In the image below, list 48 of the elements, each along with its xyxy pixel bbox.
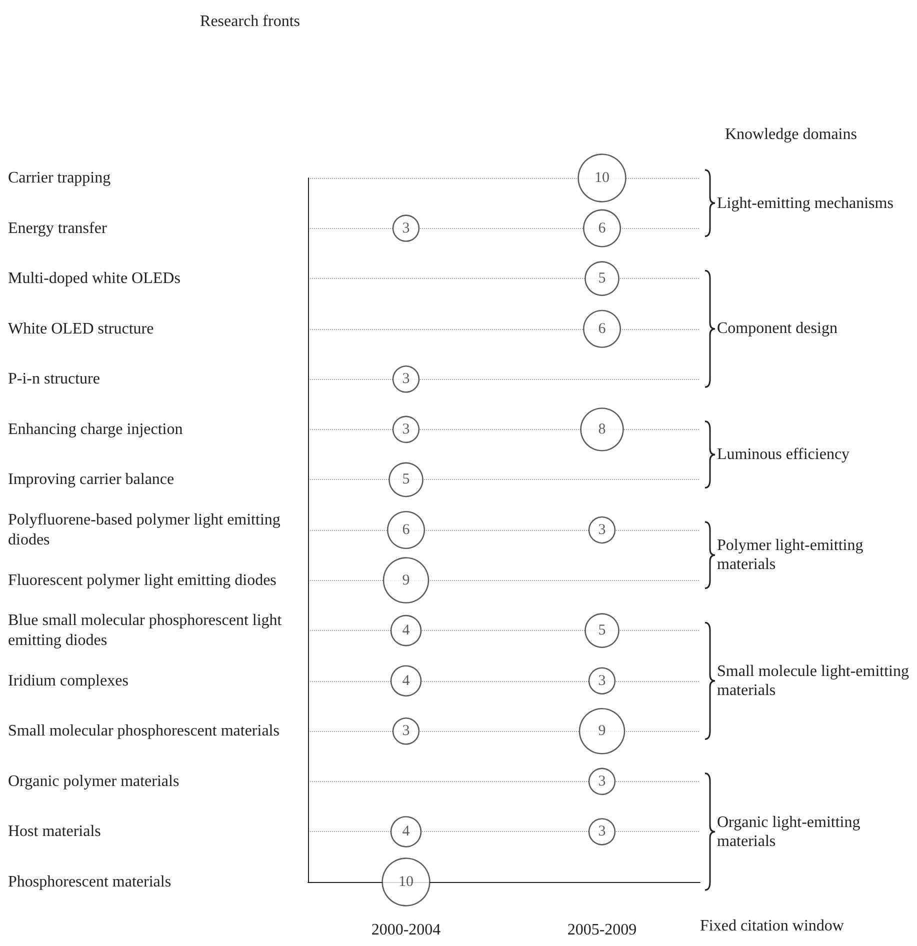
- data-label: 6: [598, 220, 606, 236]
- data-label: 4: [402, 622, 410, 639]
- y-tick-label: Host materials: [8, 823, 101, 840]
- y2-tick-label: Small molecule light-emitting materials: [717, 662, 910, 700]
- y-tick-label: Small molecular phosphorescent materials: [8, 722, 280, 740]
- data-label: 5: [598, 622, 606, 639]
- y-tick-label: Phosphorescent materials: [8, 874, 172, 890]
- x-tick-label: 2000-2004: [371, 922, 441, 938]
- y-tick-label: Polyfluorene-based polymer light emitting diodes: [8, 512, 284, 548]
- data-label: 9: [402, 572, 410, 588]
- y2-tick-label: Light-emitting mechanisms: [717, 194, 894, 213]
- data-label: 5: [598, 270, 606, 287]
- data-label: 9: [598, 723, 606, 740]
- text: Knowledge domains: [725, 125, 857, 144]
- y2-tick-label: Polymer light-emitting materials: [717, 536, 864, 574]
- data-label: 5: [402, 472, 410, 488]
- data-label: 6: [402, 522, 410, 538]
- y-tick-label: Fluorescent polymer light emitting diodes: [8, 572, 276, 589]
- y-tick-label: Energy transfer: [8, 220, 108, 237]
- y-tick-label: Organic polymer materials: [8, 772, 180, 790]
- data-label: 10: [594, 170, 610, 186]
- data-label: 3: [598, 824, 606, 840]
- data-label: 4: [402, 672, 410, 689]
- y2-tick-label: Luminous efficiency: [717, 445, 851, 464]
- data-label: 3: [598, 672, 606, 689]
- data-label: 3: [402, 220, 410, 236]
- data-label: 8: [598, 421, 606, 438]
- data-label: 3: [598, 522, 606, 538]
- y-tick-label: Blue small molecular phosphorescent light emitting diodes: [8, 612, 286, 650]
- y-tick-label: Iridium complexes: [8, 672, 128, 690]
- y2-tick-label: Organic light-emitting materials: [717, 812, 862, 851]
- data-label: 3: [402, 723, 410, 740]
- data-label: 4: [402, 824, 410, 840]
- data-label: 3: [402, 421, 410, 438]
- y-tick-label: Enhancing charge injection: [8, 420, 183, 438]
- data-label: 6: [598, 320, 606, 337]
- y2-tick-label: Component design: [717, 319, 838, 338]
- data-label: 10: [398, 874, 414, 890]
- text: Research fronts: [200, 12, 300, 31]
- y-tick-label: Multi-doped white OLEDs: [8, 270, 180, 288]
- x-tick-label: 2005-2009: [567, 922, 637, 938]
- y-tick-label: White OLED structure: [8, 320, 154, 338]
- data-label: 3: [598, 773, 606, 790]
- y-tick-label: P-i-n structure: [8, 370, 100, 388]
- data-label: 3: [402, 371, 410, 388]
- x-axis-title: Fixed citation window: [700, 918, 844, 934]
- y-tick-label: Carrier trapping: [8, 170, 111, 186]
- y-tick-label: Improving carrier balance: [8, 471, 174, 488]
